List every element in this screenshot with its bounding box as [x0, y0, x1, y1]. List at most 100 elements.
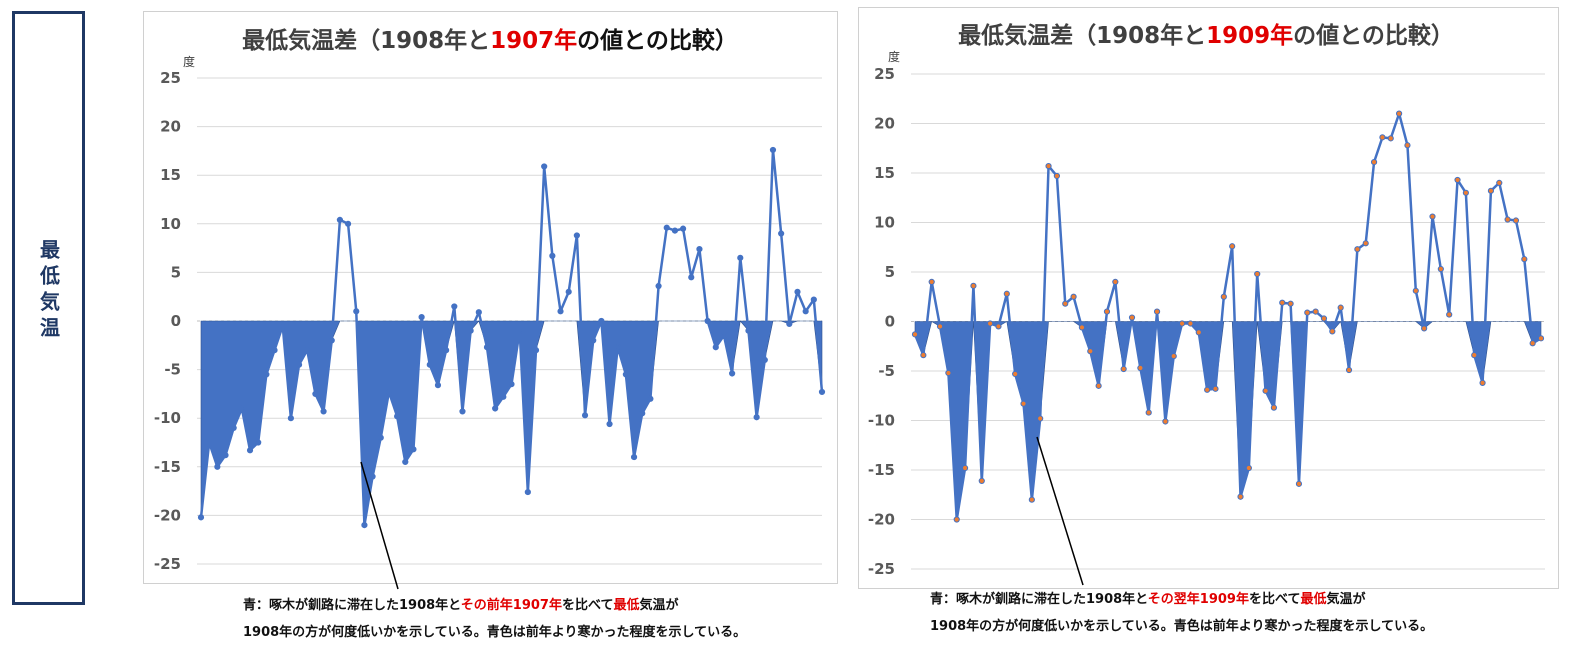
data-point	[1521, 256, 1528, 263]
y-tick-label: 5	[171, 263, 181, 281]
annotation-1909: 青：啄木が釧路に滞在した1908年とその翌年1909年を比べて最低気温が 190…	[930, 586, 1433, 640]
data-point	[712, 344, 719, 351]
annotation-1909-line1: 青：啄木が釧路に滞在した1908年とその翌年1909年を比べて最低気温が	[930, 586, 1433, 613]
data-point	[655, 282, 662, 290]
data-point	[679, 225, 687, 232]
side-label-box: 最低気温	[12, 11, 85, 605]
data-point	[1212, 385, 1219, 392]
data-point	[688, 274, 695, 281]
data-point	[1262, 387, 1269, 394]
data-point	[606, 420, 613, 428]
data-point	[598, 317, 605, 325]
y-tick-label: -25	[868, 560, 895, 578]
data-point	[369, 473, 376, 480]
y-tick-label: 10	[874, 214, 895, 232]
data-point	[622, 371, 629, 378]
data-point	[557, 308, 564, 315]
ann1-red2: 最低	[613, 598, 640, 613]
data-point	[443, 347, 450, 354]
data-point	[794, 288, 801, 295]
data-point	[778, 230, 785, 237]
data-point	[255, 439, 262, 446]
data-point	[206, 439, 213, 446]
ann2-red1: その翌年1909年	[1147, 592, 1249, 607]
data-point	[1404, 142, 1411, 149]
data-point	[911, 331, 919, 338]
y-tick-label: -5	[164, 361, 181, 379]
data-point	[1204, 386, 1211, 393]
y-tick-label: 10	[160, 215, 181, 233]
data-point	[663, 224, 670, 231]
data-point	[1003, 290, 1010, 297]
data-point	[1279, 299, 1286, 306]
data-point	[492, 405, 499, 412]
data-point	[246, 447, 254, 454]
callout-line-1907	[360, 461, 399, 590]
y-tick-label: 0	[885, 313, 895, 331]
data-point	[312, 390, 319, 397]
data-point	[761, 356, 768, 363]
y-tick-label: 5	[885, 263, 895, 281]
data-point	[1020, 400, 1027, 407]
data-point	[1479, 379, 1486, 386]
y-tick-label: -20	[154, 506, 181, 524]
callout-line-1909	[1036, 436, 1084, 586]
data-point	[802, 308, 809, 315]
data-point	[1120, 365, 1127, 373]
data-point	[279, 322, 286, 329]
data-point	[630, 453, 638, 461]
data-point	[271, 347, 278, 354]
data-point	[920, 352, 927, 359]
data-point	[961, 464, 969, 472]
annotation-1909-line2: 1908年の方が何度低いかを示している。青色は前年より寒かった程度を示している。	[930, 619, 1434, 634]
data-point	[1170, 353, 1177, 360]
data-point	[434, 382, 442, 389]
data-point	[729, 370, 736, 377]
data-point	[1295, 480, 1303, 487]
data-point	[197, 514, 205, 521]
data-point	[1012, 370, 1019, 378]
data-point	[451, 303, 458, 310]
data-point	[1345, 366, 1353, 374]
data-point	[1070, 293, 1077, 300]
ann2-mid: を比べて	[1248, 592, 1301, 607]
data-point	[1062, 300, 1069, 307]
ann1-red1: その前年1907年	[460, 598, 562, 613]
data-point	[647, 395, 654, 402]
data-point	[1320, 315, 1328, 322]
data-point	[344, 220, 352, 227]
data-point	[590, 337, 597, 344]
data-point	[581, 412, 589, 419]
data-point	[377, 434, 384, 441]
data-point	[1128, 314, 1136, 321]
y-tick-label: -20	[868, 511, 895, 529]
annotation-1907-line1: 青：啄木が釧路に滞在した1908年とその前年1907年を比べて最低気温が	[243, 592, 746, 619]
y-tick-label: -10	[154, 409, 181, 427]
data-point	[1237, 493, 1244, 500]
data-point	[696, 245, 703, 253]
data-point	[361, 522, 368, 529]
y-unit-label: 度	[183, 54, 195, 69]
data-point	[214, 463, 221, 470]
data-point	[287, 415, 294, 422]
data-point	[508, 381, 515, 388]
y-tick-label: 15	[160, 166, 181, 184]
data-point	[1103, 308, 1111, 315]
y-tick-label: -10	[868, 412, 895, 430]
data-point	[418, 314, 425, 321]
data-point	[222, 452, 229, 459]
y-unit-label: 度	[888, 49, 900, 64]
data-point	[704, 317, 711, 325]
data-point	[328, 337, 335, 344]
data-point	[810, 296, 817, 303]
y-tick-label: -15	[868, 461, 895, 479]
data-point	[1496, 179, 1503, 186]
chart-1909: 最低気温差（1908年と1909年の値との比較） 度25 20 15 10 5 0 -5 -10…	[868, 22, 1545, 578]
data-point	[1362, 240, 1369, 247]
data-point	[263, 371, 270, 378]
data-point	[1304, 309, 1311, 316]
data-point	[1354, 246, 1361, 253]
data-point	[1437, 265, 1444, 273]
data-point	[1379, 134, 1386, 141]
y-tick-label: 0	[171, 312, 181, 330]
